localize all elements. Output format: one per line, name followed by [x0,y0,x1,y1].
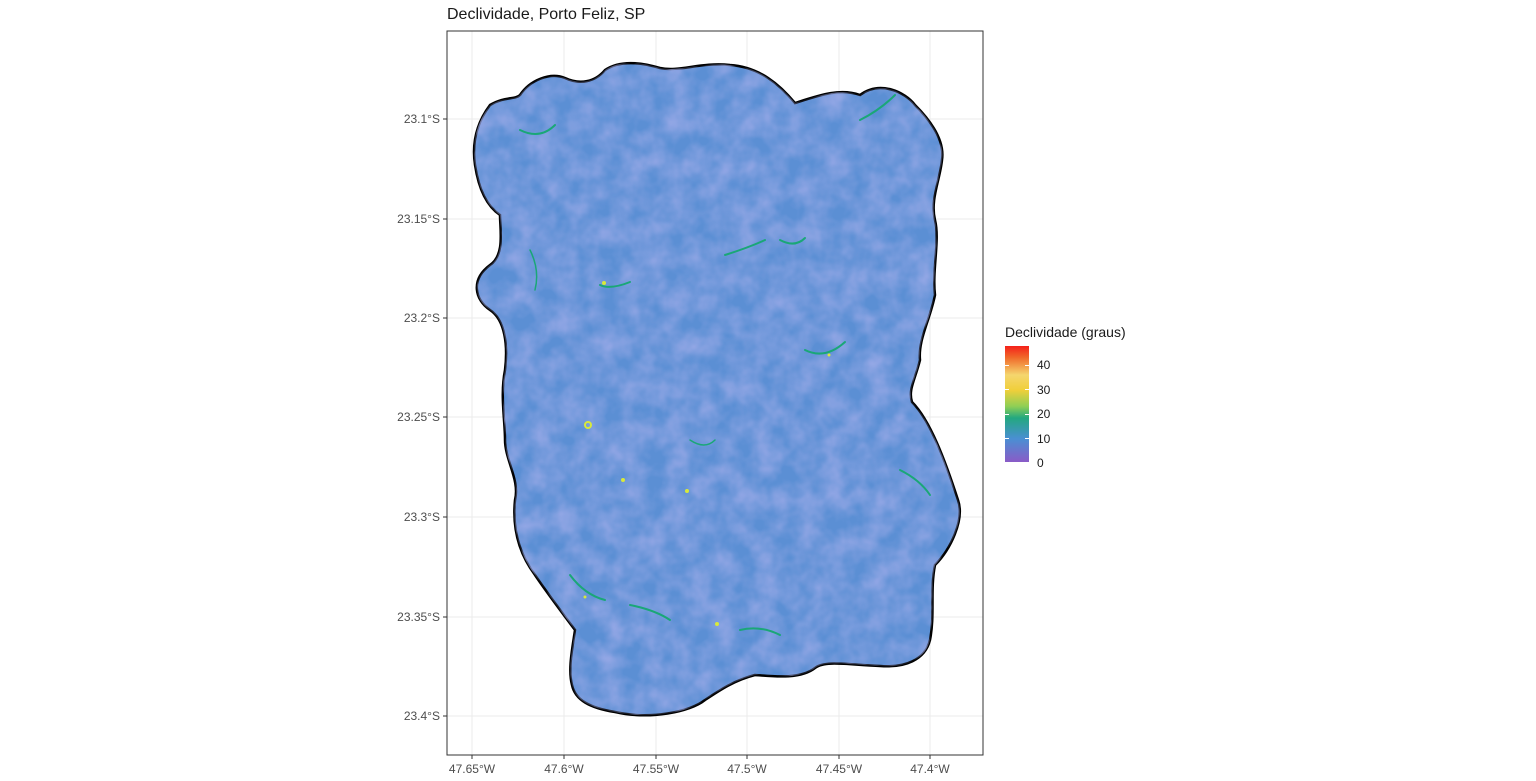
y-tick-label: 23.2°S [404,311,440,325]
legend-title: Declividade (graus) [1005,324,1126,340]
x-tick-label: 47.45°W [816,762,863,776]
y-axis: 23.1°S 23.15°S 23.2°S 23.25°S 23.3°S 23.… [397,112,447,723]
legend-tick-label: 40 [1037,358,1051,372]
y-tick-label: 23.1°S [404,112,440,126]
y-tick-label: 23.4°S [404,709,440,723]
legend-colorbar [1005,346,1029,463]
y-tick-label: 23.3°S [404,510,440,524]
legend-tick-mark [1005,365,1029,366]
x-tick-label: 47.65°W [449,762,496,776]
x-tick-label: 47.6°W [544,762,584,776]
legend: Declividade (graus) 40 30 20 10 0 [1005,324,1126,470]
legend-tick-mark [1005,414,1029,415]
legend-tick-label: 20 [1037,407,1051,421]
y-tick-label: 23.15°S [397,212,440,226]
legend-tick-label: 10 [1037,432,1051,446]
y-tick-label: 23.25°S [397,410,440,424]
x-axis: 47.65°W 47.6°W 47.55°W 47.5°W 47.45°W 47… [449,755,950,776]
legend-tick-label: 0 [1037,456,1044,470]
map-title: Declividade, Porto Feliz, SP [447,6,646,23]
legend-tick-mark [1005,462,1029,463]
slope-raster [472,61,961,717]
y-tick-label: 23.35°S [397,610,440,624]
x-tick-label: 47.4°W [910,762,950,776]
steep-slope-features [519,94,931,636]
legend-tick-mark [1005,389,1029,390]
x-tick-label: 47.5°W [727,762,767,776]
x-tick-label: 47.55°W [633,762,680,776]
legend-tick-label: 30 [1037,383,1051,397]
panel-border [446,30,984,756]
legend-tick-mark [1005,438,1029,439]
